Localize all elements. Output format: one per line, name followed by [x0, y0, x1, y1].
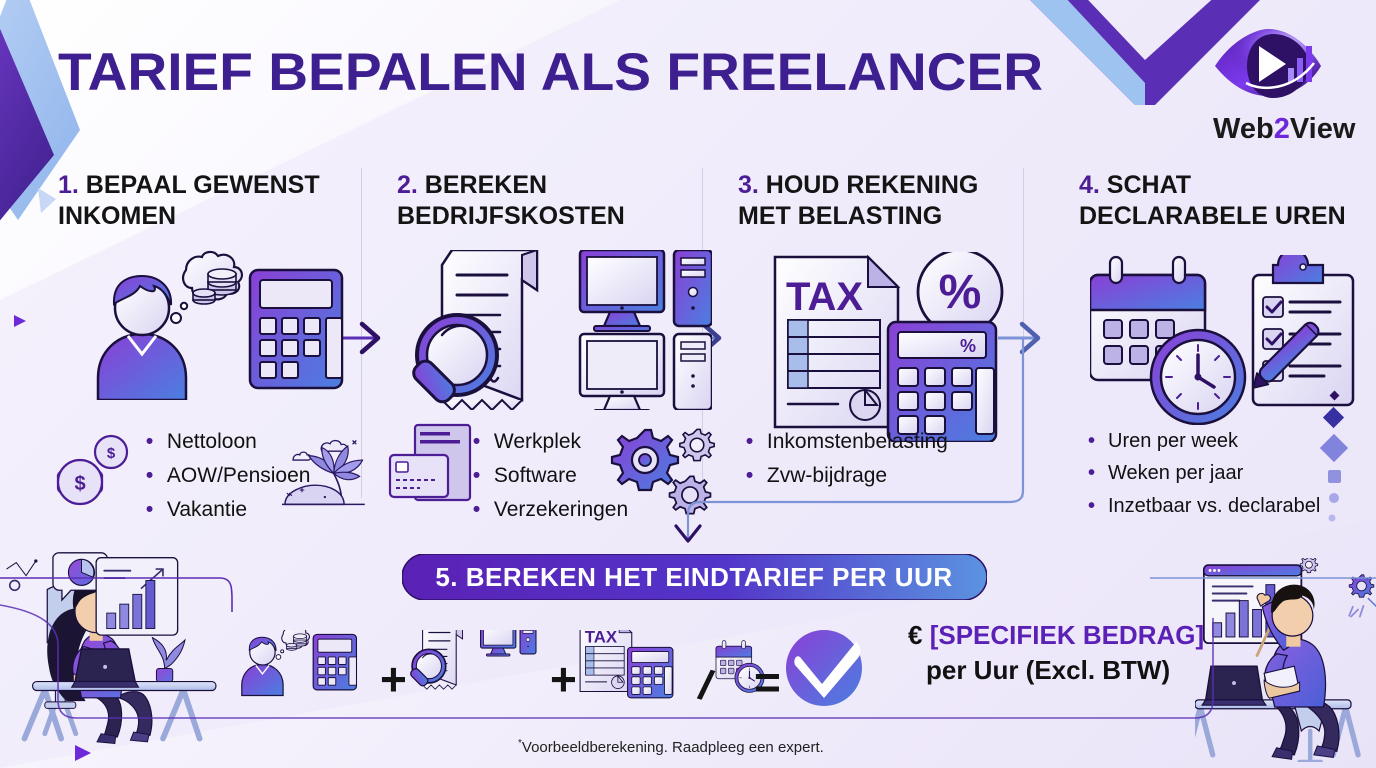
svg-text:5. BEREKEN HET EINDTARIEF PER: 5. BEREKEN HET EINDTARIEF PER UUR — [435, 562, 952, 592]
